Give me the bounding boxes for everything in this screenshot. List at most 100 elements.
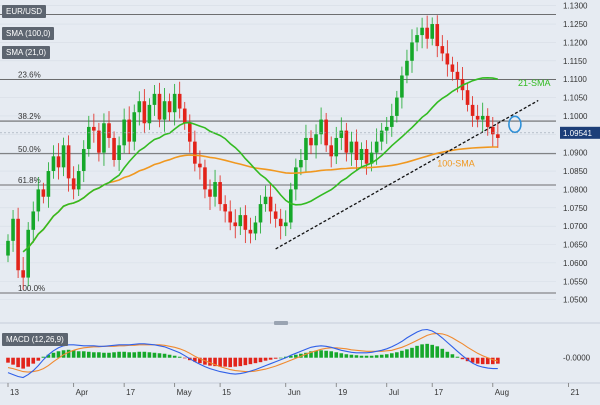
macd-histogram-bar [177,356,182,358]
macd-histogram-bar [470,357,475,363]
time-tick-label: 21 [571,388,580,397]
macd-histogram-bar [172,355,177,358]
candle-body [390,115,394,127]
macd-histogram-bar [480,357,485,365]
macd-histogram-bar [384,354,389,358]
macd-histogram-bar [87,351,91,358]
candle-body [36,189,41,212]
candle-body [203,167,207,190]
candle-body [233,222,238,227]
candle-body [319,119,323,135]
candle-body [309,137,313,146]
sma21-tag[interactable]: SMA (21,0) [2,46,51,59]
macd-histogram-bar [76,351,81,358]
price-tick-label: 1.1000 [563,112,588,121]
candle-body [198,163,202,168]
macd-histogram-bar [460,357,465,360]
candle-body [253,222,258,234]
macd-histogram-bar [157,353,162,358]
candle-body [480,115,485,120]
current-price-tag [560,126,600,139]
candle-body [491,126,495,135]
macd-histogram-bar [6,357,10,363]
macd-histogram-bar [66,349,71,358]
macd-histogram-bar [112,352,116,358]
macd-histogram-bar [268,357,273,360]
highlight-circle [508,115,522,134]
macd-histogram-bar [344,354,349,358]
symbol-tag[interactable]: EUR/USD [2,5,47,18]
macd-histogram-bar [329,351,333,358]
moving-averages [22,76,498,253]
sma-annotation: 21-SMA [518,78,551,88]
macd-histogram-bar [36,357,41,361]
time-tick-label: Aug [495,388,509,397]
macd-histogram-bar [374,355,379,358]
time-tick-label: Jun [288,388,301,397]
macd-histogram-bar [142,351,147,358]
candle-body [384,126,389,131]
macd-histogram-bar [390,353,394,358]
candle-body [213,182,217,197]
candle-body [450,64,455,72]
macd-histogram-bar [400,350,404,358]
candle-body [420,27,424,36]
candle-body [66,145,71,179]
current-price-label: 1.09541 [563,129,592,138]
candle-body [127,119,131,142]
candle-body [283,222,288,227]
candle-body [379,130,384,142]
time-tick-label: Apr [76,388,89,397]
macd-histogram-bar [430,344,434,358]
candle-body [157,93,162,120]
candle-body [329,145,333,157]
candle-body [6,240,10,256]
candle-body [415,35,419,43]
candle-body [167,101,172,113]
candle-body [485,115,490,127]
macd-histogram-bar [238,357,243,367]
candle-body [410,42,414,61]
macd-histogram-bar [450,354,455,358]
macd-histogram-bar [233,357,238,367]
price-tick-label: 1.0550 [563,277,588,286]
macd-histogram-bar [122,351,126,358]
candle-body [16,218,20,271]
price-axis: 1.0500 1.0550 1.0600 1.0650 1.0700 1.0750 1.08… [0,2,600,305]
macd-histogram-bar [278,357,283,359]
candle-body [263,196,268,205]
sma100-tag[interactable]: SMA (100,0) [2,27,55,40]
time-tick-label: 17 [434,388,443,397]
candle-body [238,215,243,227]
fib-level-label: 23.6% [18,71,41,80]
macd-histogram-bar [167,354,172,358]
candle-body [248,229,253,234]
candle-body [339,130,344,138]
candle-body [97,130,101,153]
time-axis: 13 Apr 17 May 15 Jun 19 Jul 17 Aug 21 [0,382,600,397]
fib-level-label: 38.2% [18,112,41,121]
macd-histogram-bar [304,352,308,358]
macd-histogram-bar [491,357,495,365]
macd-histogram-bar [147,352,152,358]
panel-drag-handle [274,321,288,325]
macd-histogram-bar [92,352,96,358]
macd-histogram-bar [127,352,131,358]
candle-body [268,196,273,212]
macd-tag[interactable]: MACD (12,26,9) [2,333,68,346]
price-tick-label: 1.1100 [563,75,587,84]
candle-body [107,123,111,138]
candle-body [273,211,278,219]
macd-histogram-bar [369,355,374,358]
macd-histogram-bar [289,355,293,358]
macd-histogram-bar [243,357,248,366]
macd-histogram-bar [51,352,56,358]
macd-signal-line [7,332,498,373]
candle-body [395,97,399,116]
macd-histogram-bar [213,357,217,367]
sma21-line [22,76,498,253]
candle-body [218,182,222,205]
candle-body [193,141,197,164]
